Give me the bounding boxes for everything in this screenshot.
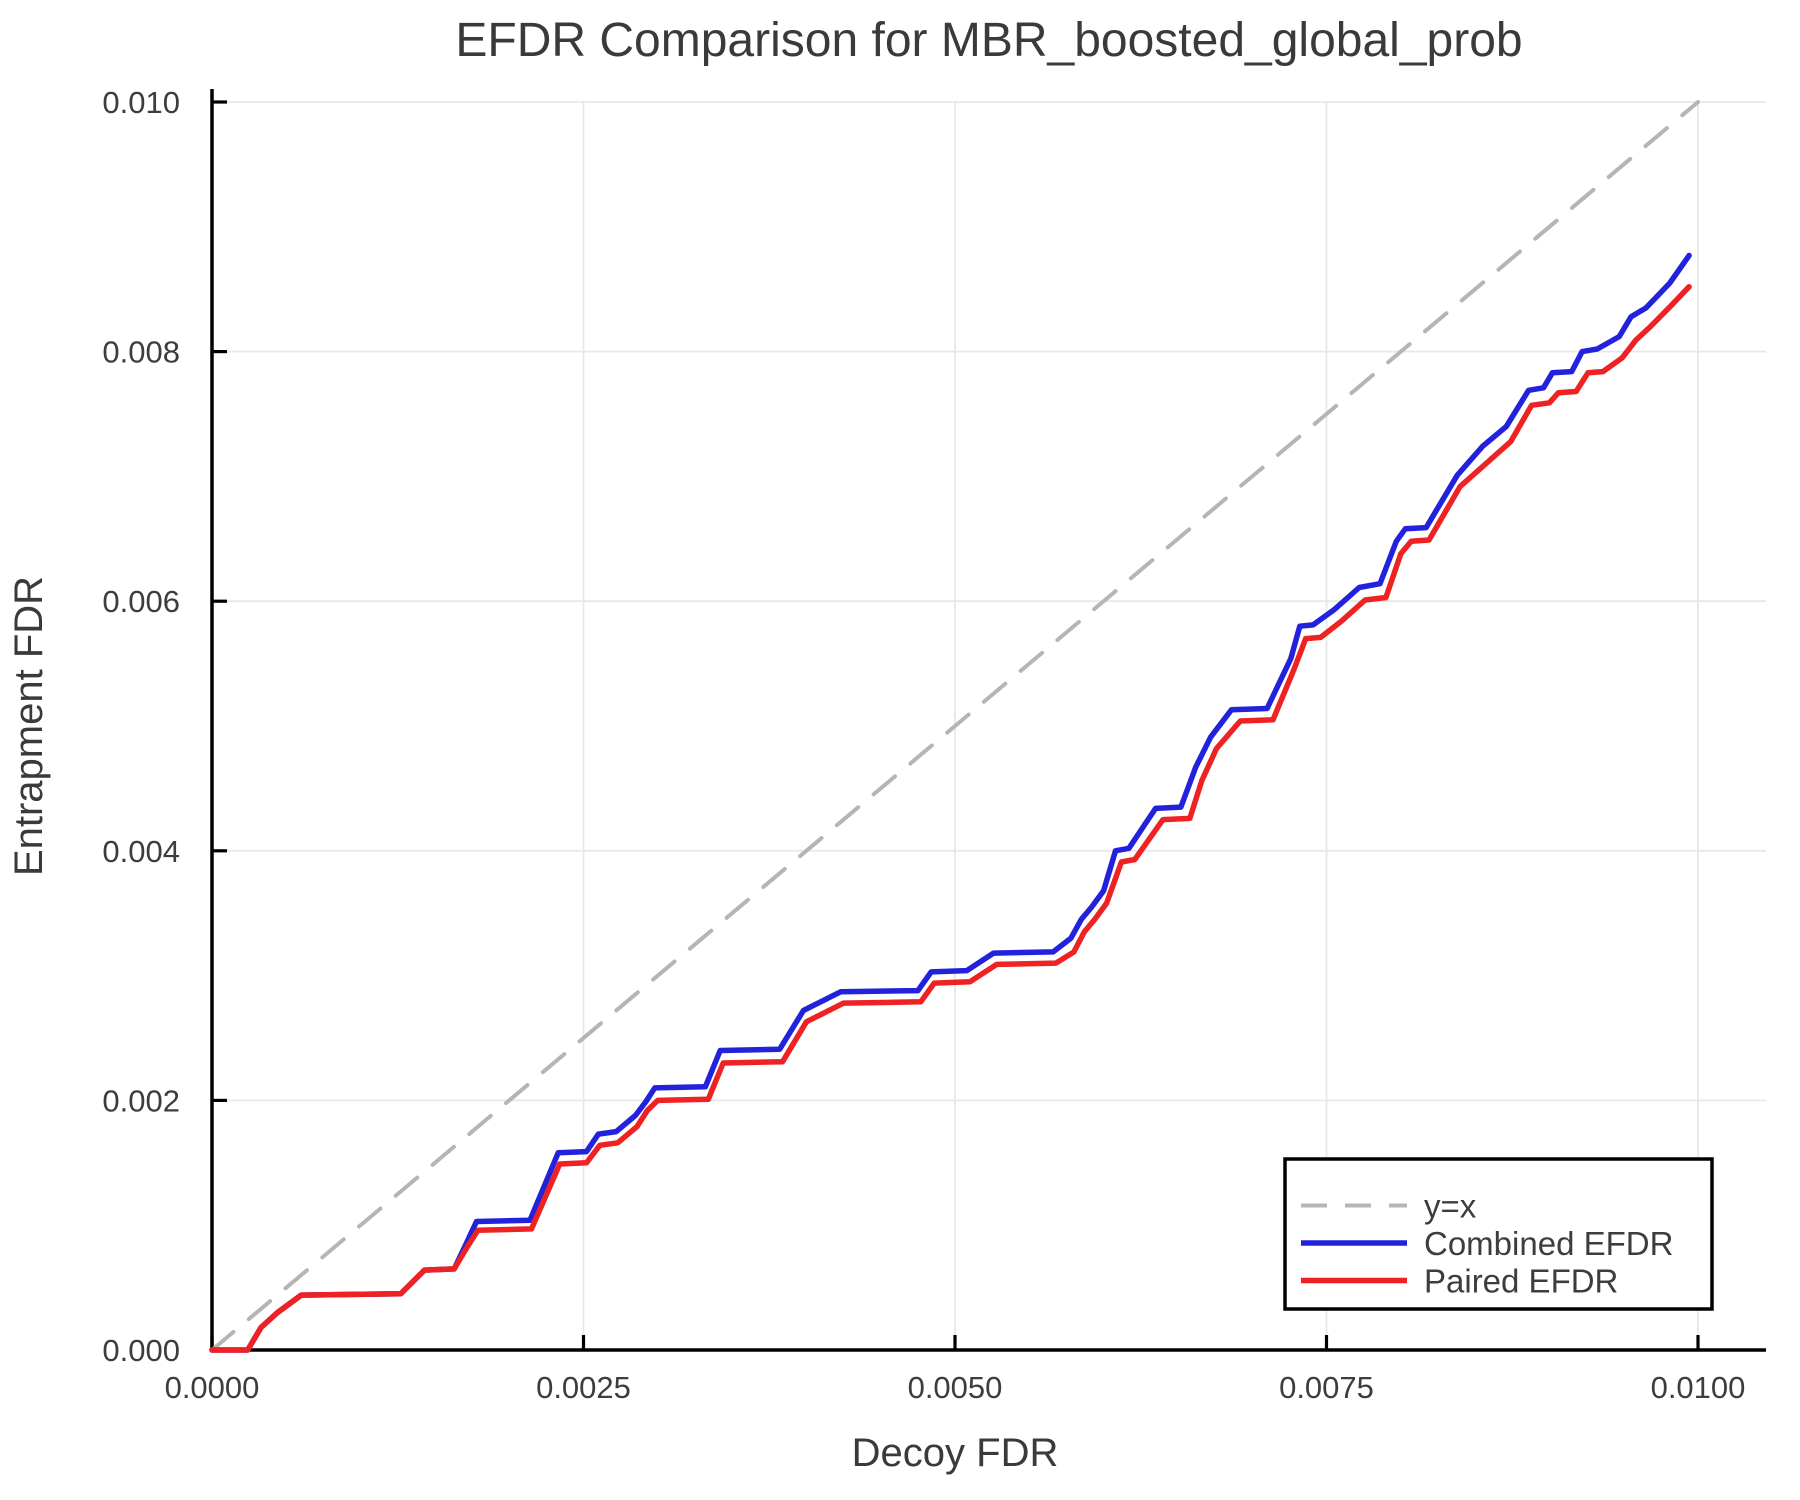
series-paired-efdr-line [209,283,1692,1353]
y-tick-label: 0.002 [102,1083,180,1118]
legend-box [1283,1157,1714,1311]
x-tick-label: 0.0075 [1279,1370,1374,1405]
legend-label: y=x [1424,1188,1477,1225]
y-tick-label: 0.004 [102,834,180,869]
x-tick-label: 0.0100 [1651,1370,1746,1405]
tick-marks-and-labels: 0.0000 0.0025 0.0050 0.0075 0.0100 0.000 0.002… [102,85,1745,1405]
y-tick-label: 0.008 [102,335,180,370]
y-tick-label: 0.010 [102,85,180,120]
chart-title: EFDR Comparison for MBR_boosted_global_p… [455,14,1522,67]
y-tick-label: 0.006 [102,584,180,619]
x-tick-label: 0.0050 [908,1370,1003,1405]
series-combined-efdr-line [209,252,1692,1353]
axes [210,89,1766,1352]
y-tick-label: 0.000 [102,1333,180,1368]
y-axis-label: Entrapment FDR [7,576,51,876]
chart-text: EFDR Comparison for MBR_boosted_global_p… [7,14,1523,1475]
series-y-x-line [210,100,1700,1352]
x-tick-label: 0.0025 [536,1370,631,1405]
legend-label: Paired EFDR [1424,1263,1618,1300]
x-tick-label: 0.0000 [165,1370,260,1405]
data-series [209,100,1700,1353]
legend-label: Combined EFDR [1424,1225,1673,1262]
x-axis-label: Decoy FDR [852,1431,1059,1475]
